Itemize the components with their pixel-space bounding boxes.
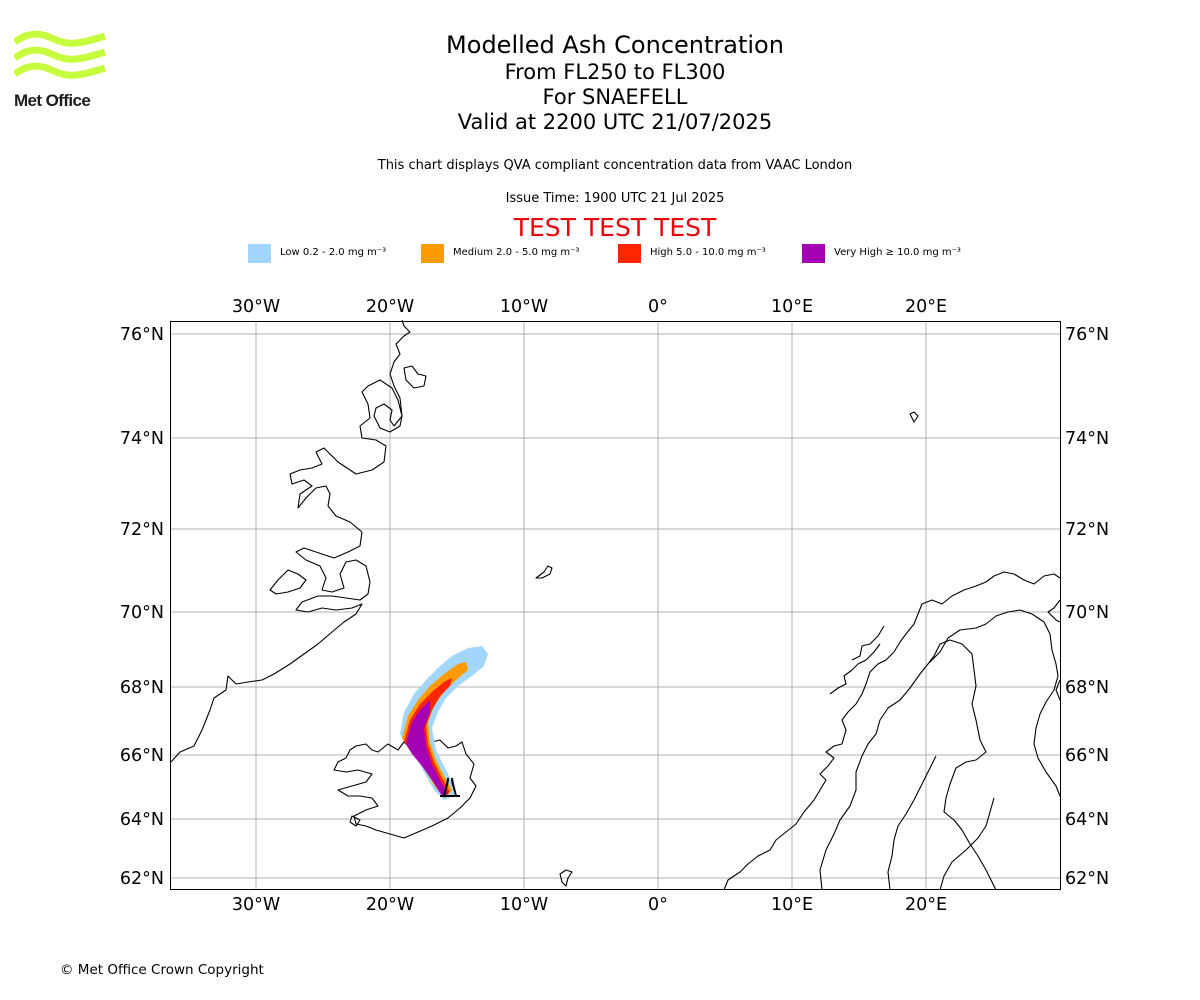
lon-label-bottom: 20°E xyxy=(905,895,947,915)
legend-swatch-very-high xyxy=(802,244,825,263)
ash-very-high-area xyxy=(406,700,448,796)
legend-label-very-high: Very High ≥ 10.0 mg m⁻³ xyxy=(834,247,961,258)
chart-title: Modelled Ash Concentration xyxy=(446,31,784,59)
legend-swatch-low xyxy=(248,244,271,263)
flight-level-range: From FL250 to FL300 xyxy=(504,60,726,84)
lon-label-bottom: 30°W xyxy=(232,895,280,915)
lon-label-top: 10°W xyxy=(500,297,548,317)
lon-label-top: 0° xyxy=(648,297,668,317)
bear-island-coastline xyxy=(909,411,919,423)
map-gridlines xyxy=(171,322,1060,890)
lon-label-bottom: 10°W xyxy=(500,895,548,915)
lat-label-left: 66°N xyxy=(120,746,164,766)
chart-description: This chart displays QVA compliant concen… xyxy=(377,158,853,173)
greenland-coastline xyxy=(170,319,411,763)
lon-label-top: 20°E xyxy=(905,297,947,317)
coastlines xyxy=(170,319,1061,891)
lon-label-bottom: 10°E xyxy=(771,895,813,915)
latitude-labels-right: 76°N 74°N 72°N 70°N 68°N 66°N 64°N 62°N xyxy=(1065,325,1109,889)
ash-plume xyxy=(400,646,488,800)
lon-label-bottom: 20°W xyxy=(366,895,414,915)
lat-label-left: 62°N xyxy=(120,869,164,889)
valid-time: Valid at 2200 UTC 21/07/2025 xyxy=(457,110,773,134)
latitude-labels-left: 76°N 74°N 72°N 70°N 68°N 66°N 64°N 62°N xyxy=(120,325,164,889)
met-office-logo: Met Office xyxy=(12,30,107,112)
longitude-labels-top: 30°W 20°W 10°W 0° 10°E 20°E xyxy=(232,297,947,317)
norway-coastline xyxy=(723,571,1061,891)
legend-label-low: Low 0.2 - 2.0 mg m⁻³ xyxy=(280,247,387,258)
map-frame xyxy=(170,321,1061,890)
lat-label-left: 64°N xyxy=(120,810,164,830)
lon-label-bottom: 0° xyxy=(648,895,668,915)
issue-time: Issue Time: 1900 UTC 21 Jul 2025 xyxy=(505,191,725,206)
faroe-coastline xyxy=(559,869,573,887)
scandinavia-inland-border xyxy=(819,639,997,891)
lon-label-top: 30°W xyxy=(232,297,280,317)
legend-label-high: High 5.0 - 10.0 mg m⁻³ xyxy=(650,247,766,258)
jan-mayen-coastline xyxy=(535,565,553,579)
longitude-labels-bottom: 30°W 20°W 10°W 0° 10°E 20°E xyxy=(232,895,947,915)
lat-label-right: 62°N xyxy=(1065,869,1109,889)
volcano-name: For SNAEFELL xyxy=(542,85,688,109)
lat-label-right: 64°N xyxy=(1065,810,1109,830)
lat-label-left: 76°N xyxy=(120,325,164,345)
lat-label-right: 70°N xyxy=(1065,603,1109,623)
lon-label-top: 20°W xyxy=(366,297,414,317)
lat-label-left: 68°N xyxy=(120,678,164,698)
chart-title-block: Modelled Ash Concentration From FL250 to… xyxy=(0,30,1200,135)
iceland-coastline xyxy=(333,739,477,839)
met-office-waves-icon xyxy=(12,30,107,79)
lat-label-left: 70°N xyxy=(120,603,164,623)
copyright-notice: © Met Office Crown Copyright xyxy=(60,962,264,978)
met-office-logo-text: Met Office xyxy=(14,91,91,110)
legend-swatch-high xyxy=(618,244,641,263)
lat-label-right: 72°N xyxy=(1065,520,1109,540)
volcano-icon xyxy=(440,777,460,797)
lat-label-left: 74°N xyxy=(120,429,164,449)
legend-swatch-medium xyxy=(421,244,444,263)
lon-label-top: 10°E xyxy=(771,297,813,317)
legend-label-medium: Medium 2.0 - 5.0 mg m⁻³ xyxy=(453,247,580,258)
lat-label-right: 66°N xyxy=(1065,746,1109,766)
lat-label-right: 76°N xyxy=(1065,325,1109,345)
lat-label-right: 68°N xyxy=(1065,678,1109,698)
lat-label-left: 72°N xyxy=(120,520,164,540)
lat-label-right: 74°N xyxy=(1065,429,1109,449)
test-banner: TEST TEST TEST xyxy=(513,213,717,242)
